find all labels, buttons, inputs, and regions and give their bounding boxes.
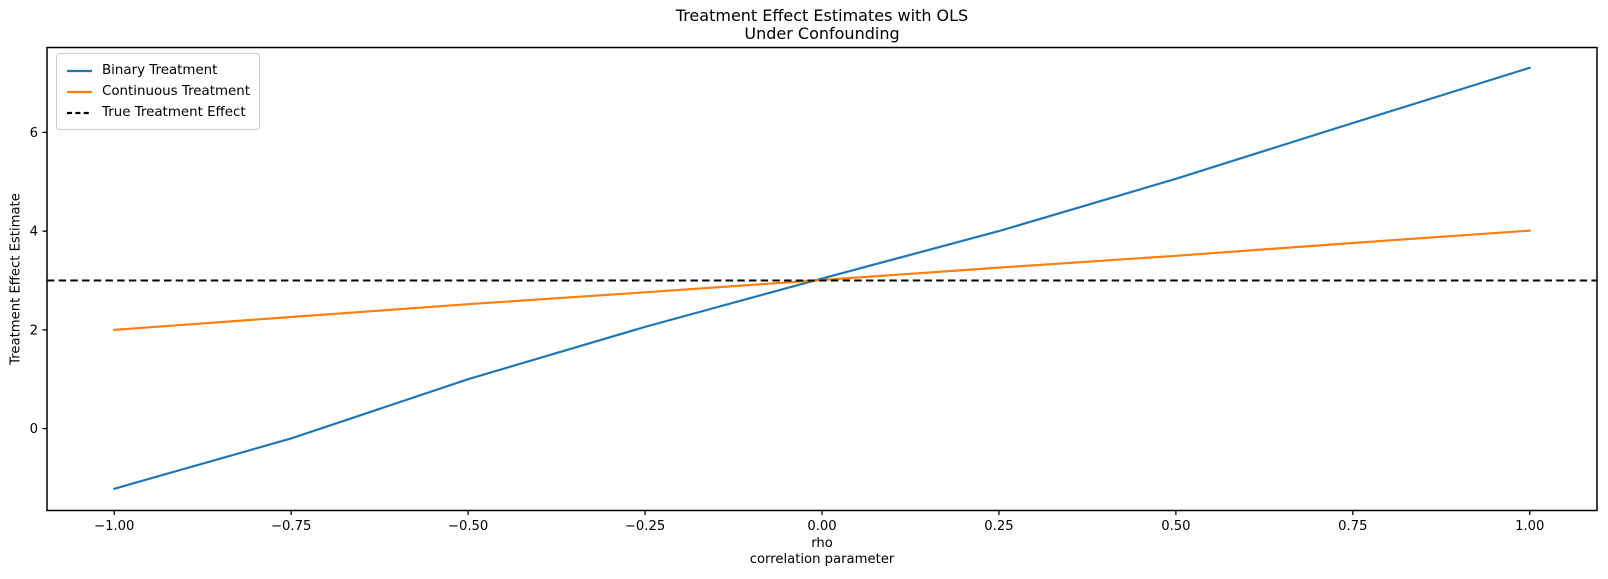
x-tick-label: 0.25 xyxy=(984,519,1013,534)
legend-label: Binary Treatment xyxy=(102,63,218,78)
axes-frame xyxy=(46,46,1598,512)
legend-line-sample xyxy=(66,69,93,73)
legend-entry: True Treatment Effect xyxy=(66,102,250,123)
chart-title: Treatment Effect Estimates with OLS Unde… xyxy=(47,7,1597,42)
x-tick-label: 0.75 xyxy=(1338,519,1367,534)
x-tick-label: −0.25 xyxy=(625,519,665,534)
x-tick-label: 1.00 xyxy=(1515,519,1544,534)
chart-title-line1: Treatment Effect Estimates with OLS xyxy=(675,6,969,25)
legend-line-sample xyxy=(66,90,93,94)
x-tick-label: 0.00 xyxy=(807,519,836,534)
y-tick-label: 0 xyxy=(30,422,38,437)
x-axis-label-line1: rho xyxy=(811,536,833,551)
legend: Binary Treatment Continuous Treatment Tr… xyxy=(56,53,261,130)
legend-entry: Binary Treatment xyxy=(66,60,250,81)
series-line xyxy=(113,66,1531,490)
x-tick-label: 0.50 xyxy=(1161,519,1190,534)
x-axis-label-line2: correlation parameter xyxy=(749,552,895,567)
x-tick-label: −0.75 xyxy=(271,519,311,534)
y-axis-label: Treatment Effect Estimate xyxy=(8,193,24,365)
y-tick-label: 4 xyxy=(30,225,38,240)
y-tick-label: 6 xyxy=(30,126,38,141)
legend-label: True Treatment Effect xyxy=(102,105,246,120)
chart-title-line2: Under Confounding xyxy=(744,23,900,43)
legend-entry: Continuous Treatment xyxy=(66,81,250,102)
x-tick-label: −1.00 xyxy=(94,519,134,534)
y-tick-label: 2 xyxy=(30,323,38,338)
x-tick-label: −0.50 xyxy=(448,519,488,534)
x-axis-label: rho correlation parameter xyxy=(47,536,1597,568)
legend-line-sample xyxy=(66,111,93,115)
legend-label: Continuous Treatment xyxy=(102,84,251,99)
